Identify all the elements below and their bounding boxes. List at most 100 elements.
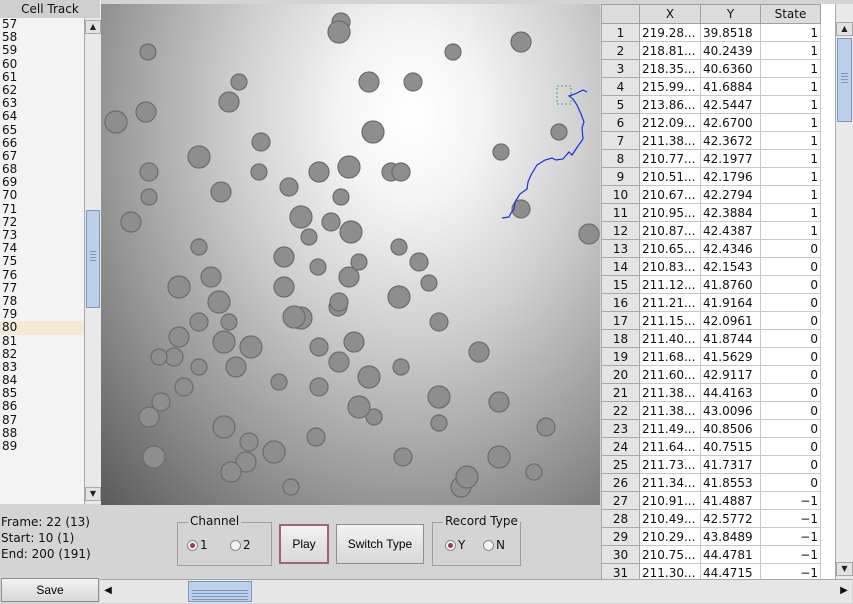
table-row[interactable]: 7 211.38... 42.3672 1	[601, 131, 821, 150]
table-cell[interactable]: 42.1796	[700, 167, 761, 186]
cell-track-list[interactable]: 57 58 59 60 61 62 63 64 65 66 67 68 69 70 71 72 73 74 75 76…	[0, 18, 84, 504]
track-list-item[interactable]: 61	[2, 69, 18, 84]
table-cell[interactable]: 41.6884	[700, 77, 761, 96]
table-cell[interactable]: 44.4715	[700, 563, 761, 580]
track-list-item[interactable]: 86	[2, 399, 18, 414]
track-list-item[interactable]: 77	[2, 280, 18, 295]
scroll-up-arrow-icon[interactable]: ▲	[836, 22, 853, 36]
table-cell[interactable]: 42.3672	[700, 131, 761, 150]
track-list-item[interactable]: 88	[2, 425, 18, 440]
column-header[interactable]: Y	[700, 4, 761, 24]
table-row[interactable]: 6 212.09... 42.6700 1	[601, 113, 821, 132]
table-cell[interactable]: 218.35...	[639, 59, 701, 78]
table-row[interactable]: 30 210.75... 44.4781 −1	[601, 545, 821, 564]
play-button[interactable]: Play	[279, 524, 329, 564]
table-cell[interactable]: −1	[760, 563, 821, 580]
table-cell[interactable]: 211.38...	[639, 383, 701, 402]
table-cell[interactable]: 42.4346	[700, 239, 761, 258]
table-cell[interactable]: −1	[760, 545, 821, 564]
track-list-item[interactable]: 64	[2, 109, 18, 124]
table-row[interactable]: 9 210.51... 42.1796 1	[601, 167, 821, 186]
table-cell[interactable]: 43.8489	[700, 527, 761, 546]
table-cell[interactable]: 1	[760, 131, 821, 150]
table-row[interactable]: 1 219.28... 39.8518 1	[601, 23, 821, 42]
table-cell[interactable]: 42.3884	[700, 203, 761, 222]
table-row[interactable]: 11 210.95... 42.3884 1	[601, 203, 821, 222]
table-cell[interactable]: 211.21...	[639, 293, 701, 312]
table-row[interactable]: 21 211.38... 44.4163 0	[601, 383, 821, 402]
table-cell[interactable]: 0	[760, 257, 821, 276]
table-row[interactable]: 17 211.15... 42.0961 0	[601, 311, 821, 330]
table-cell[interactable]: 0	[760, 275, 821, 294]
table-cell[interactable]: −1	[760, 509, 821, 528]
table-row[interactable]: 13 210.65... 42.4346 0	[601, 239, 821, 258]
table-cell[interactable]: 42.5772	[700, 509, 761, 528]
track-list-item[interactable]: 82	[2, 346, 18, 361]
table-cell[interactable]: 41.9164	[700, 293, 761, 312]
table-cell[interactable]: 211.60...	[639, 365, 701, 384]
table-row[interactable]: 23 211.49... 40.8506 0	[601, 419, 821, 438]
table-cell[interactable]: 211.12...	[639, 275, 701, 294]
track-list-item[interactable]: 63	[2, 96, 18, 111]
table-row[interactable]: 29 210.29... 43.8489 −1	[601, 527, 821, 546]
scroll-left-arrow-icon[interactable]: ◀	[104, 585, 112, 596]
table-cell[interactable]: 41.8744	[700, 329, 761, 348]
table-cell[interactable]: 211.64...	[639, 437, 701, 456]
table-cell[interactable]: 41.7317	[700, 455, 761, 474]
table-cell[interactable]: 212.09...	[639, 113, 701, 132]
table-cell[interactable]: 210.75...	[639, 545, 701, 564]
table-cell[interactable]: 1	[760, 41, 821, 60]
table-cell[interactable]: 211.30...	[639, 563, 701, 580]
table-cell[interactable]: 0	[760, 401, 821, 420]
table-cell[interactable]: 0	[760, 239, 821, 258]
table-row[interactable]: 26 211.34... 41.8553 0	[601, 473, 821, 492]
record-n-radio[interactable]: N	[483, 538, 505, 552]
cell-track-scroll-thumb[interactable]	[86, 210, 100, 308]
switch-type-button[interactable]: Switch Type	[336, 524, 424, 564]
table-cell[interactable]: 210.51...	[639, 167, 701, 186]
table-row[interactable]: 27 210.91... 41.4887 −1	[601, 491, 821, 510]
table-cell[interactable]: 211.38...	[639, 401, 701, 420]
table-cell[interactable]: 40.8506	[700, 419, 761, 438]
table-cell[interactable]: 210.29...	[639, 527, 701, 546]
table-cell[interactable]: 1	[760, 149, 821, 168]
table-cell[interactable]: 210.95...	[639, 203, 701, 222]
table-cell[interactable]: 1	[760, 77, 821, 96]
table-row[interactable]: 4 215.99... 41.6884 1	[601, 77, 821, 96]
column-header[interactable]: X	[639, 4, 701, 24]
table-cell[interactable]: 1	[760, 113, 821, 132]
table-cell[interactable]: 0	[760, 329, 821, 348]
track-list-item[interactable]: 84	[2, 373, 18, 388]
save-button[interactable]: Save	[1, 578, 99, 602]
table-scrollbar[interactable]: ▲ ▼	[835, 4, 853, 579]
scroll-down-arrow-icon[interactable]: ▼	[85, 487, 101, 501]
track-list-item[interactable]: 79	[2, 307, 18, 322]
table-cell[interactable]: 42.1977	[700, 149, 761, 168]
table-cell[interactable]: 211.15...	[639, 311, 701, 330]
track-list-item[interactable]: 78	[2, 293, 18, 308]
table-row[interactable]: 10 210.67... 42.2794 1	[601, 185, 821, 204]
track-list-item[interactable]: 80	[0, 321, 84, 335]
record-y-radio[interactable]: Y	[445, 538, 465, 552]
table-cell[interactable]: 210.67...	[639, 185, 701, 204]
table-cell[interactable]: 211.68...	[639, 347, 701, 366]
track-list-item[interactable]: 62	[2, 82, 18, 97]
track-list-item[interactable]: 81	[2, 333, 18, 348]
track-list-item[interactable]: 58	[2, 30, 18, 45]
table-cell[interactable]: 0	[760, 419, 821, 438]
table-cell[interactable]: 210.83...	[639, 257, 701, 276]
track-list-item[interactable]: 66	[2, 135, 18, 150]
table-cell[interactable]: 0	[760, 437, 821, 456]
table-cell[interactable]: 213.86...	[639, 95, 701, 114]
table-row[interactable]: 14 210.83... 42.1543 0	[601, 257, 821, 276]
scroll-up-arrow-icon[interactable]: ▲	[85, 20, 101, 34]
table-row[interactable]: 24 211.64... 40.7515 0	[601, 437, 821, 456]
channel-1-radio[interactable]: 1	[187, 538, 208, 552]
track-list-item[interactable]: 72	[2, 214, 18, 229]
column-header[interactable]	[601, 4, 640, 24]
table-cell[interactable]: 210.77...	[639, 149, 701, 168]
table-cell[interactable]: 0	[760, 293, 821, 312]
table-row[interactable]: 5 213.86... 42.5447 1	[601, 95, 821, 114]
scroll-down-arrow-icon[interactable]: ▼	[836, 562, 853, 576]
table-cell[interactable]: 41.4887	[700, 491, 761, 510]
